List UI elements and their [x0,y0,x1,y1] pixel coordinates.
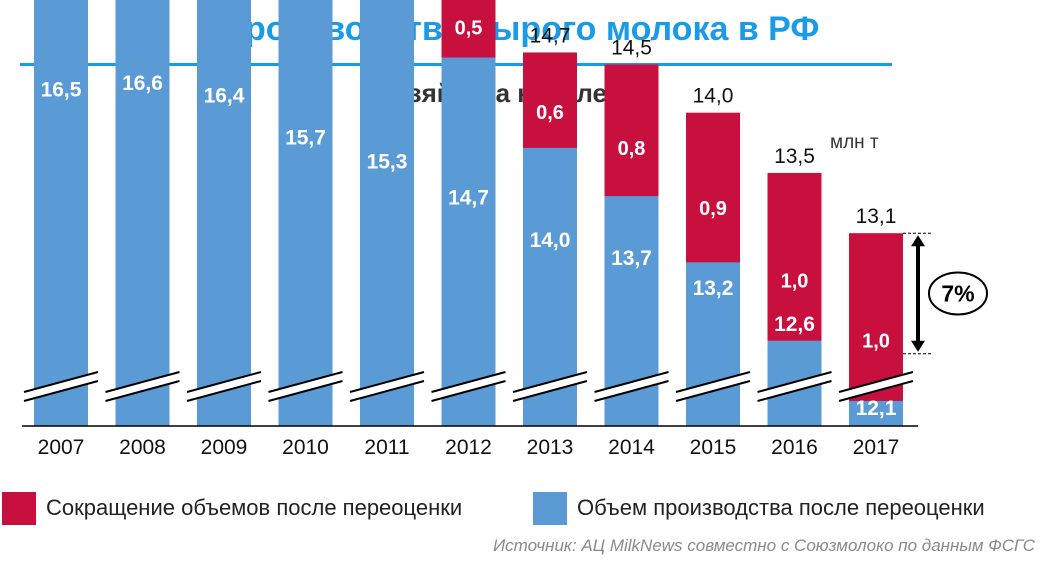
reduction-label-2015: 0,9 [699,198,727,220]
axis-break-line-top-2016 [757,371,832,393]
bar-production-2010 [278,0,333,427]
reduction-label-box-2013 [523,75,577,148]
x-tick-label-2013: 2013 [527,436,574,459]
reduction-label-2017: 1,0 [862,331,890,353]
axis-break-line-top-2009 [186,371,262,393]
x-tick-label-2017: 2017 [853,436,900,459]
axis-break-line-top-2010 [268,371,343,393]
reduction-label-box-2012 [441,0,496,58]
axis-break-gap-2008 [105,372,180,401]
bar-production-2007 [34,0,88,426]
axis-break-line-bottom-2016 [757,380,832,402]
axis-break-gap-2012 [431,372,506,401]
reduction-label-2016: 1,0 [781,270,809,292]
axis-break-line-bottom-2011 [349,380,425,402]
axis-break-gap-2007 [24,372,98,401]
axis-break-gap-2017 [839,372,913,401]
axis-break-line-bottom-2008 [105,380,180,402]
axis-break-gap-2013 [513,372,587,401]
axis-break-line-bottom-2017 [838,380,914,402]
axis-break-line-bottom-2007 [23,380,99,402]
production-label-2016: 12,6 [774,313,815,336]
unit-label: млн т [830,132,879,153]
axis-break-gap-2011 [350,372,424,401]
legend-item-reduction: Сокращение объемов после переоценки [2,488,462,528]
legend-label-production: Объем производства после переоценки [577,495,985,520]
axis-break-line-bottom-2012 [431,380,506,402]
total-label-2015: 14,0 [693,85,734,108]
reduction-label-2013: 0,6 [536,102,564,124]
x-tick-label-2016: 2016 [771,436,818,459]
x-tick-label-2011: 2011 [364,436,409,459]
x-tick-label-2007: 2007 [38,436,85,459]
bar-production-2012 [441,40,496,427]
legend-item-production: Объем производства после переоценки [533,488,985,528]
reduction-label-box-2015 [686,153,740,263]
axis-break-line-bottom-2015 [675,380,751,402]
production-label-2008: 16,6 [122,72,163,95]
production-label-2010: 15,7 [285,126,326,149]
x-tick-label-2008: 2008 [119,436,166,459]
annotation-ellipse [928,271,988,316]
reduction-label-box-2014 [604,99,659,197]
reduction-label-box-2016 [767,220,822,341]
legend-swatch-reduction [2,491,36,525]
bar-production-2011 [360,0,414,426]
production-label-2013: 14,0 [530,229,571,252]
total-label-2016: 13,5 [774,145,815,168]
axis-break-line-top-2011 [349,371,425,393]
axis-break-gap-2016 [757,372,832,401]
reduction-label-2012: 0,5 [455,17,483,39]
x-tick-label-2015: 2015 [690,436,737,459]
production-label-2012: 14,7 [448,187,489,210]
axis-break-gap-2014 [594,372,669,401]
axis-break-line-top-2007 [23,371,99,393]
production-label-2017: 12,1 [856,397,897,420]
production-label-2014: 13,7 [611,247,652,270]
reduction-label-2014: 0,8 [618,138,646,160]
axis-break-line-top-2013 [512,371,588,393]
x-tick-label-2009: 2009 [201,436,248,459]
axis-break-line-bottom-2014 [594,380,669,402]
axis-break-line-top-2012 [431,371,506,393]
production-label-2011: 15,3 [367,151,408,174]
x-tick-label-2012: 2012 [445,436,492,459]
annotation-text: 7% [941,280,974,306]
x-tick-label-2014: 2014 [608,436,655,459]
total-label-2017: 13,1 [856,205,897,228]
axis-break-line-top-2017 [838,371,914,393]
axis-break-line-bottom-2013 [512,380,588,402]
axis-break-line-top-2008 [105,371,180,393]
legend-label-reduction: Сокращение объемов после переоценки [46,495,463,520]
total-label-2013: 14,7 [530,24,571,47]
axis-break-gap-2015 [676,372,750,401]
source-note: Источник: АЦ MilkNews совместно с Союзмо… [493,536,1035,555]
axis-break-line-bottom-2010 [268,380,343,402]
annotation-arrow-up [911,235,925,247]
production-label-2007: 16,5 [41,78,82,101]
axis-break-line-bottom-2009 [186,380,262,402]
axis-break-gap-2009 [187,372,261,401]
production-label-2009: 16,4 [204,84,245,107]
axis-break-line-top-2015 [675,371,751,393]
bar-production-2009 [197,0,251,427]
axis-break-gap-2010 [268,372,343,401]
x-tick-label-2010: 2010 [282,436,329,459]
axis-break-line-top-2014 [594,371,669,393]
annotation-arrow-down [911,340,925,352]
total-label-2014: 14,5 [611,37,652,60]
production-label-2015: 13,2 [693,277,734,300]
legend-swatch-production [533,491,567,525]
bar-production-2013 [523,124,577,426]
bar-production-2008 [115,0,170,426]
